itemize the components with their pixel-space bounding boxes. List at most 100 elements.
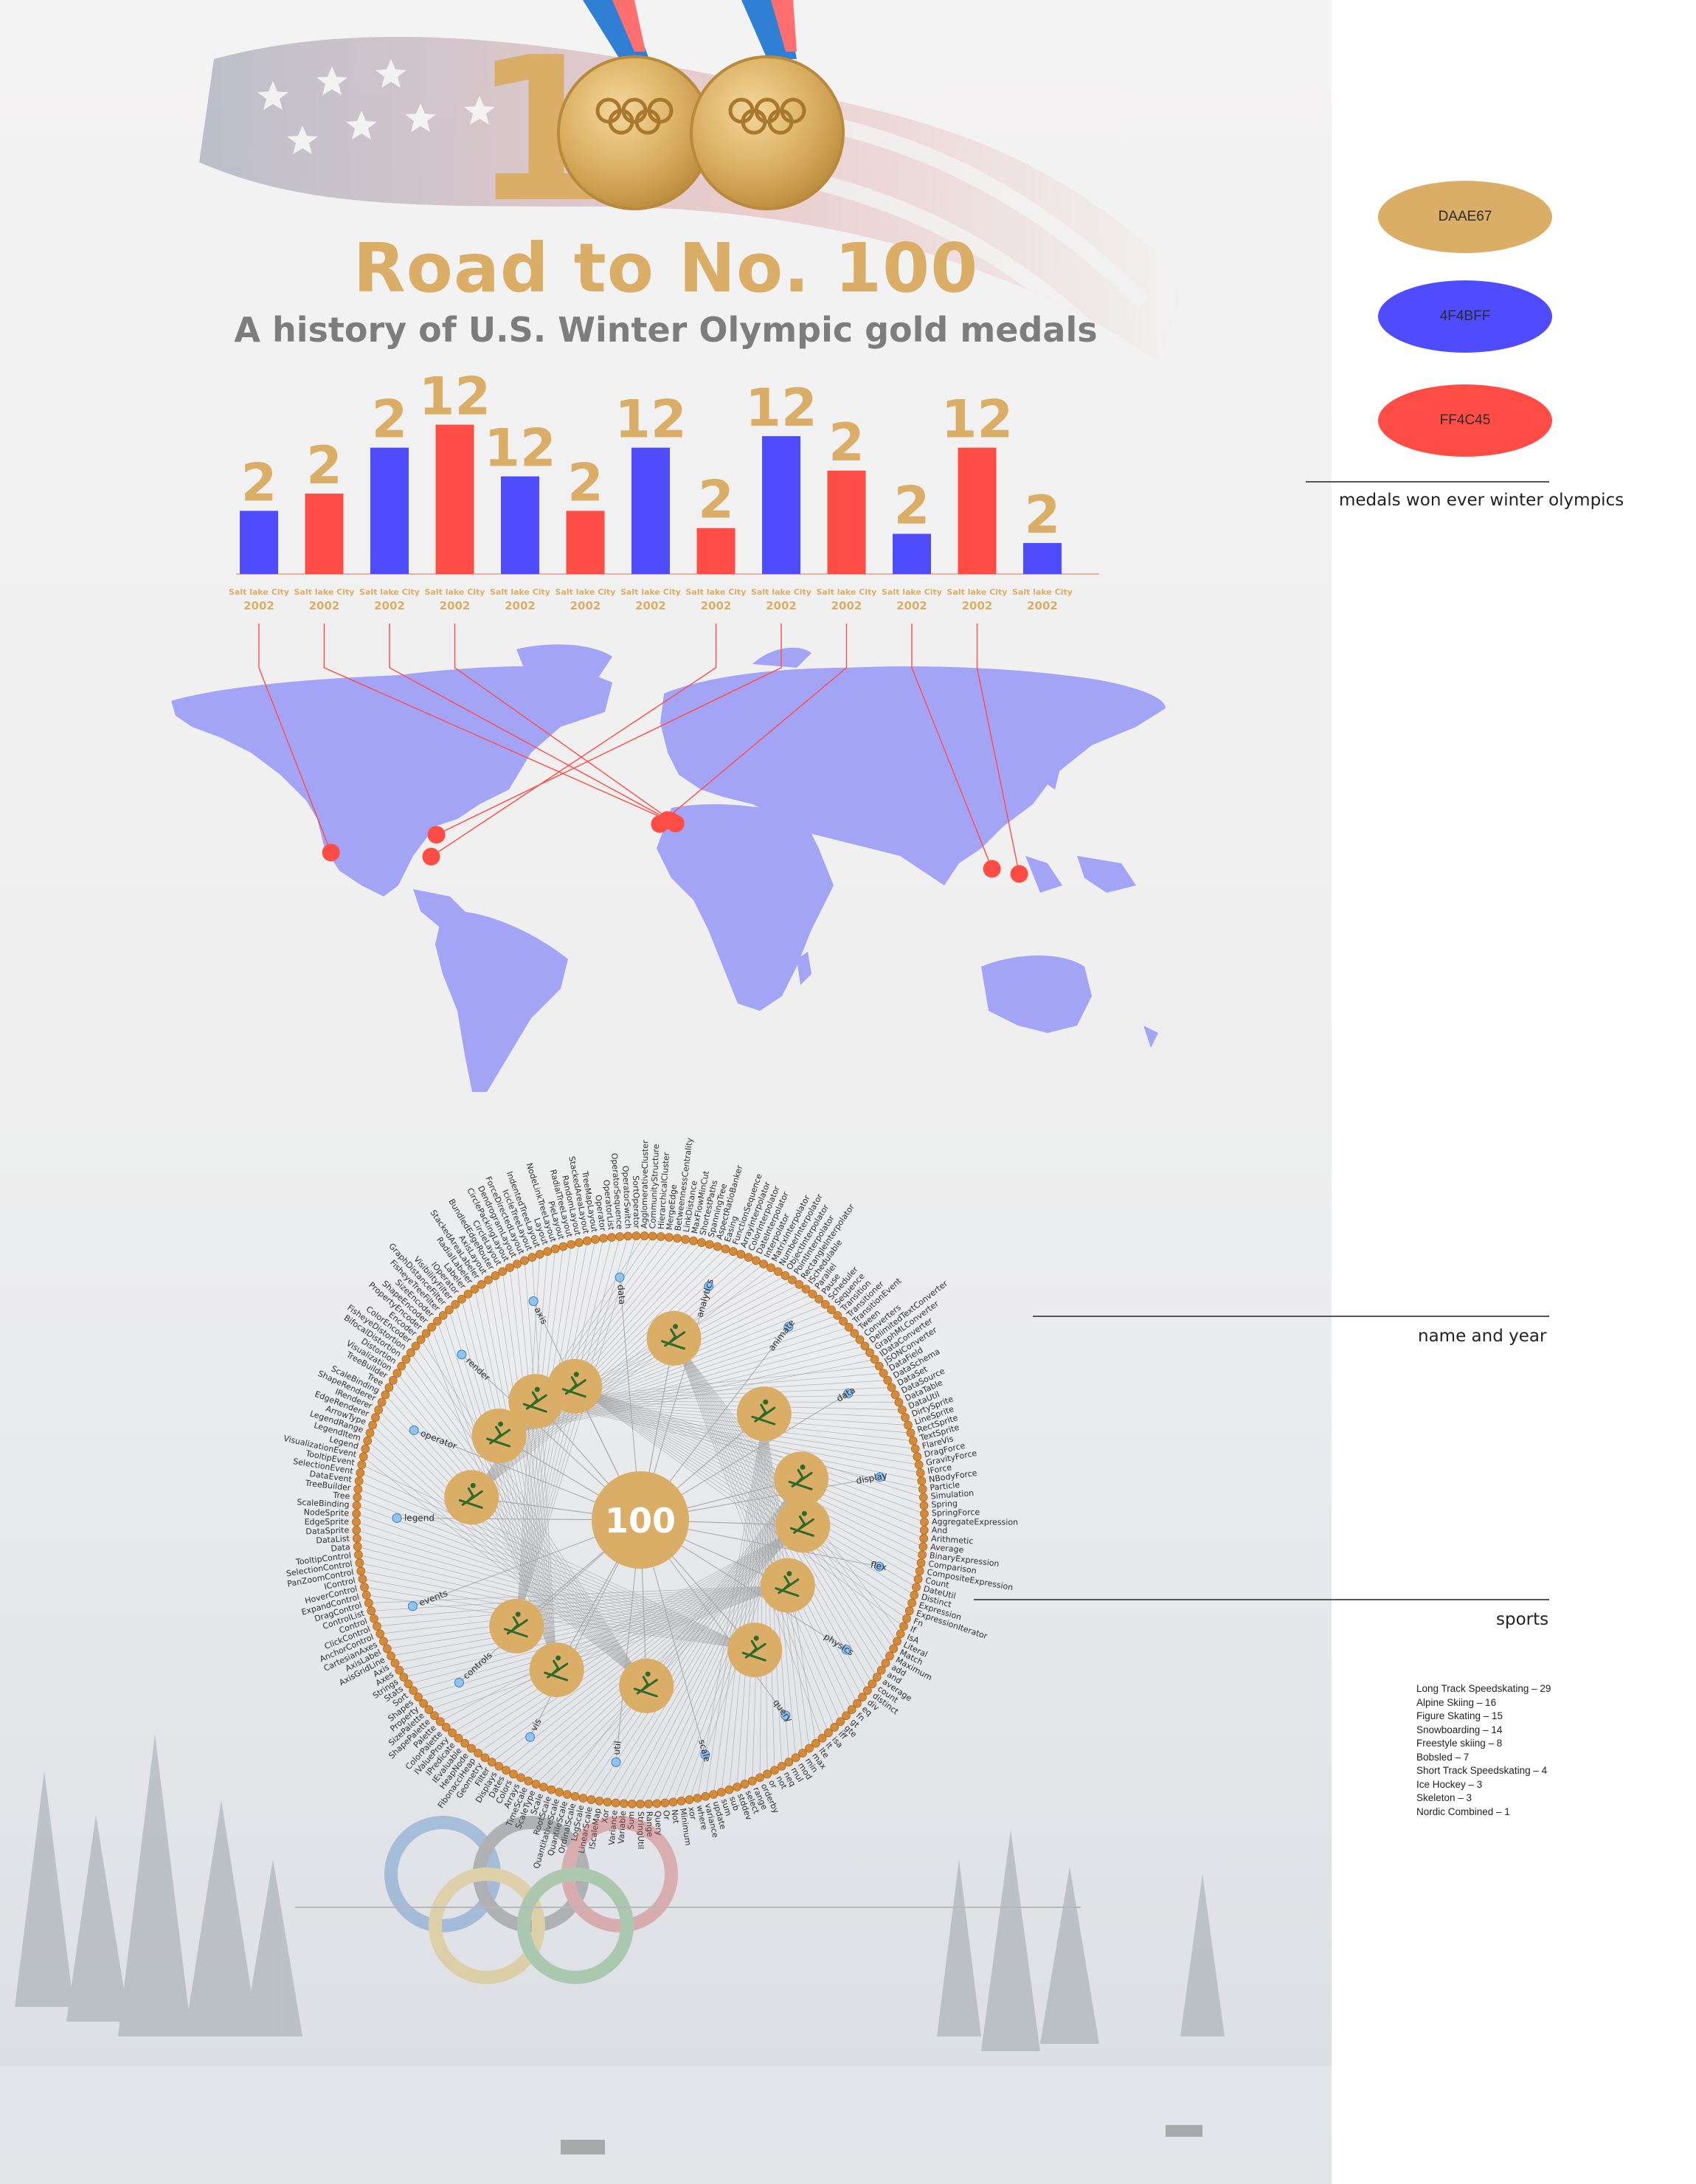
tree-leaf-node bbox=[599, 1234, 608, 1243]
tree-leaf-node bbox=[513, 1259, 522, 1269]
tree-leaf-node bbox=[623, 1231, 633, 1241]
tree-leaf-node bbox=[913, 1452, 922, 1462]
swatch-label-blue: 4F4BFF bbox=[1439, 308, 1491, 324]
tree-leaf-node bbox=[430, 1711, 439, 1721]
tree-links bbox=[356, 1235, 925, 1805]
tree-leaf-node bbox=[363, 1436, 373, 1445]
tree-branch-label: data bbox=[615, 1285, 627, 1305]
sport-medal-icon bbox=[471, 1409, 527, 1464]
tree-link bbox=[477, 1525, 803, 1754]
tree-link bbox=[471, 1525, 803, 1749]
tree-link bbox=[406, 1359, 647, 1687]
tree-leaf-label: Average bbox=[930, 1542, 964, 1555]
tree-branch-label: data bbox=[834, 1385, 856, 1404]
tree-leaf-node bbox=[916, 1558, 926, 1568]
tree-link bbox=[674, 1338, 886, 1664]
tree-link bbox=[516, 1238, 604, 1626]
tree-leaf-node bbox=[387, 1651, 395, 1661]
tree-leaf-node bbox=[868, 1679, 877, 1689]
tree-link bbox=[752, 1414, 765, 1781]
tree-link bbox=[543, 1525, 803, 1788]
tree-leaf-node bbox=[516, 1773, 525, 1783]
tree-link bbox=[516, 1248, 556, 1626]
tree-branch-label: events bbox=[418, 1588, 449, 1608]
tree-link bbox=[383, 1585, 788, 1642]
tree-link bbox=[759, 1414, 765, 1778]
bar-category-label: Salt lake City bbox=[425, 587, 485, 597]
tree-leaf-node bbox=[401, 1355, 411, 1364]
tree-leaf-node bbox=[435, 1717, 445, 1727]
tree-leaf-label: Simulation bbox=[930, 1488, 974, 1502]
tree-link bbox=[365, 1448, 647, 1687]
bar-year-label: 2002 bbox=[243, 599, 274, 612]
tree-branch-node bbox=[407, 1601, 418, 1611]
tree-leaf-node bbox=[883, 1375, 893, 1385]
tree-link bbox=[454, 1304, 557, 1670]
sport-medal-icon bbox=[619, 1658, 674, 1713]
tree-link bbox=[536, 1400, 923, 1490]
tree-leaf-node bbox=[777, 1761, 786, 1771]
tree-link bbox=[558, 1479, 802, 1793]
tree-leaf-node bbox=[411, 1341, 420, 1351]
map-marker bbox=[422, 848, 440, 865]
tree-leaf-node bbox=[648, 1231, 657, 1241]
bar-category-label: Salt lake City bbox=[817, 587, 877, 597]
tree-leaf-node bbox=[382, 1644, 392, 1653]
tree-leaf-label: And bbox=[932, 1525, 948, 1535]
map-leader-line bbox=[258, 623, 332, 853]
tree-leaf-label: Variance bbox=[607, 1810, 620, 1846]
tree-link bbox=[536, 1400, 922, 1482]
tree-leaf-node bbox=[480, 1753, 490, 1763]
bar-value-label: 12 bbox=[615, 390, 686, 450]
tree-leaf-node bbox=[583, 1236, 592, 1245]
tree-link bbox=[499, 1339, 860, 1437]
tree-leaf-node bbox=[656, 1232, 665, 1241]
bar-category-label: Salt lake City bbox=[490, 587, 550, 597]
bar-value-label: 2 bbox=[372, 390, 408, 450]
tree-leaf-label: AgglomerativeCluster bbox=[640, 1140, 651, 1228]
bar-category-label: Salt lake City bbox=[686, 587, 747, 597]
bar-category-label: Salt lake City bbox=[555, 587, 616, 597]
map-leader-line bbox=[454, 623, 676, 824]
tree-link bbox=[491, 1525, 803, 1763]
tree-leaf-label: Data bbox=[330, 1542, 350, 1553]
tree-link bbox=[461, 1299, 557, 1670]
bar-value-label: 12 bbox=[941, 390, 1013, 450]
tree-link bbox=[380, 1585, 788, 1634]
tree-link bbox=[505, 1525, 803, 1771]
tree-leaf-node bbox=[375, 1629, 385, 1639]
tree-leaf-node bbox=[805, 1744, 814, 1753]
tree-leaf-label: Not bbox=[670, 1809, 681, 1825]
tree-leaf-node bbox=[773, 1267, 783, 1276]
bar-year-label: 2002 bbox=[831, 599, 862, 612]
bar-year-label: 2002 bbox=[962, 599, 993, 612]
bar bbox=[370, 447, 409, 574]
tree-link bbox=[516, 1237, 612, 1626]
bar-category-label: Salt lake City bbox=[359, 587, 420, 597]
tree-link bbox=[674, 1338, 829, 1733]
bar-value-label: 2 bbox=[828, 412, 865, 473]
tree-center-label: 100 bbox=[605, 1501, 676, 1541]
tree-leaf-node bbox=[562, 1790, 572, 1799]
swatch-label-red: FF4C45 bbox=[1439, 412, 1491, 428]
tree-leaf-node bbox=[477, 1279, 486, 1289]
tree-link bbox=[674, 1338, 841, 1722]
sport-medal-icon bbox=[727, 1623, 783, 1678]
hero-100-graphic: 1 bbox=[472, 0, 845, 243]
tree-leaf-node bbox=[491, 1271, 500, 1280]
tree-leaf-node bbox=[665, 1233, 674, 1242]
tree-leaf-node bbox=[388, 1375, 398, 1385]
tree-leaf-node bbox=[919, 1501, 929, 1510]
tree-leaf-node bbox=[432, 1316, 442, 1326]
tree-branch-node bbox=[409, 1425, 419, 1435]
tree-leaf-node bbox=[438, 1310, 448, 1320]
tree-leaf-node bbox=[820, 1299, 830, 1309]
sports-list-item: Snowboarding – 14 bbox=[1416, 1724, 1503, 1735]
tree-link bbox=[536, 1400, 916, 1449]
tree-leaf-node bbox=[755, 1773, 764, 1783]
tree-link bbox=[372, 1425, 647, 1687]
tree-leaf-node bbox=[470, 1285, 480, 1294]
tree-leaf-node bbox=[795, 1279, 804, 1289]
tree-link bbox=[575, 1386, 904, 1627]
map-leader-line bbox=[436, 623, 782, 835]
